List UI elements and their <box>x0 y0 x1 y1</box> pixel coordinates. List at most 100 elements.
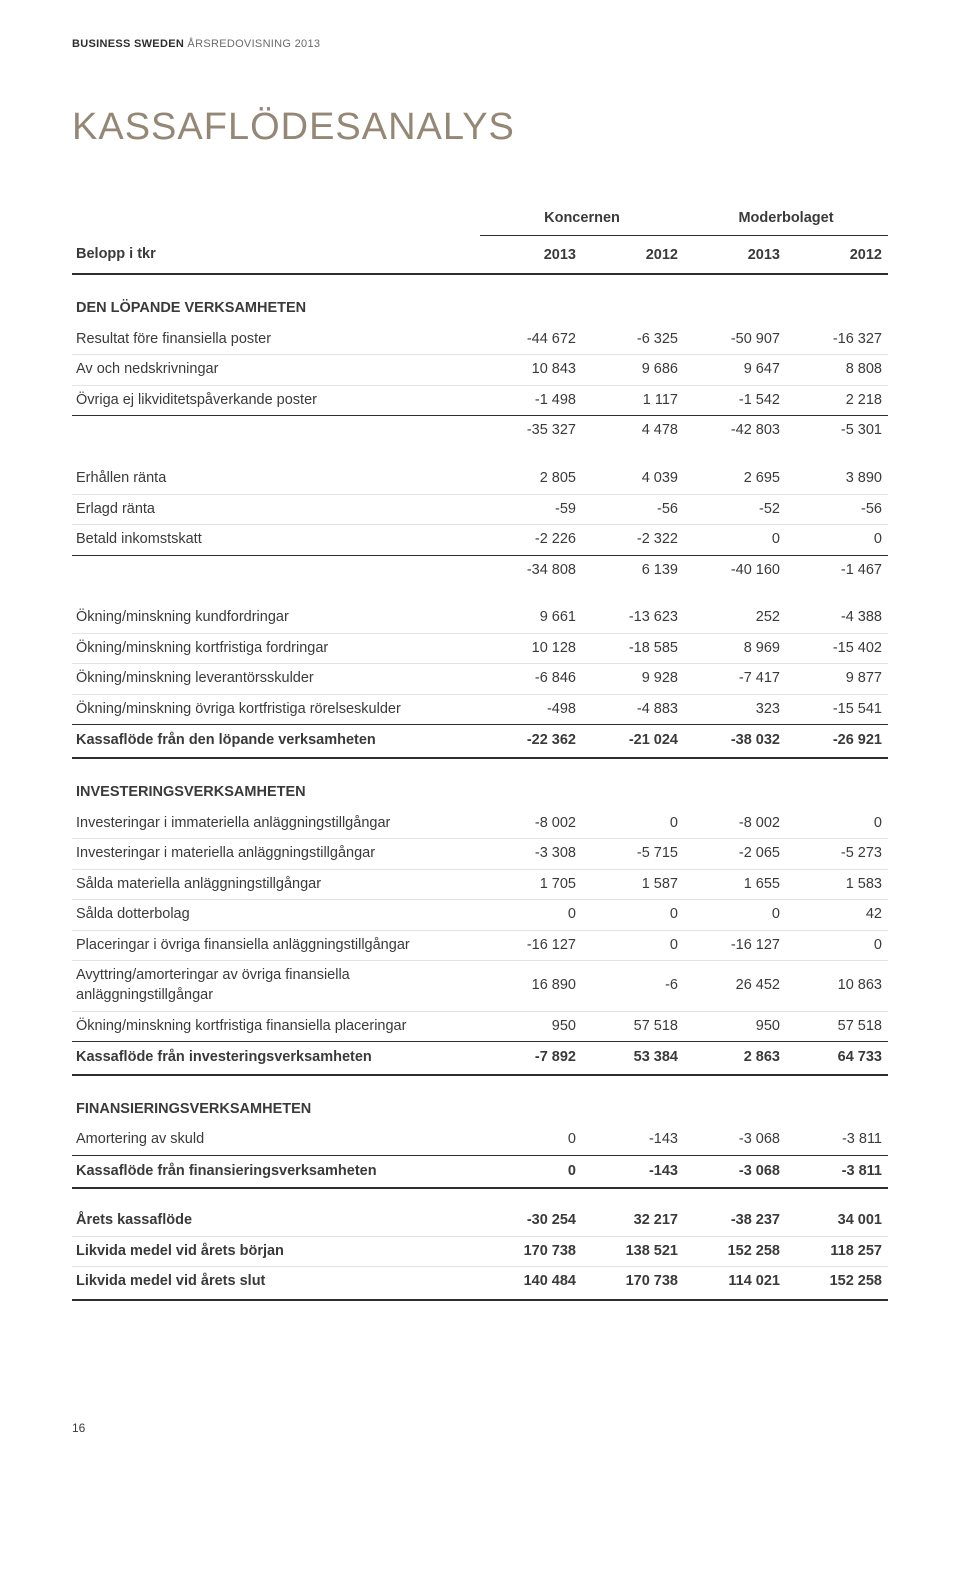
cell-value: 2 863 <box>684 1042 786 1075</box>
cell-value: -40 160 <box>684 555 786 585</box>
page-number: 16 <box>72 1421 888 1435</box>
running-head-rest: ÅRSREDOVISNING 2013 <box>184 38 320 50</box>
row-label: Kassaflöde från investeringsverksamheten <box>72 1042 480 1075</box>
cell-value: -3 811 <box>786 1125 888 1155</box>
cell-value: -4 388 <box>786 603 888 633</box>
cell-value: 53 384 <box>582 1042 684 1075</box>
cell-value: -1 542 <box>684 385 786 416</box>
cell-value: 8 808 <box>786 355 888 386</box>
row-label: Av och nedskrivningar <box>72 355 480 386</box>
row-label: Erhållen ränta <box>72 464 480 494</box>
section-title: DEN LÖPANDE VERKSAMHETEN <box>72 274 888 325</box>
cell-value: 9 661 <box>480 603 582 633</box>
spacer-row <box>72 585 888 603</box>
table-row: Investeringar i immateriella anläggnings… <box>72 809 888 839</box>
cell-value: -30 254 <box>480 1206 582 1236</box>
cell-value: 10 843 <box>480 355 582 386</box>
cell-value: -7 892 <box>480 1042 582 1075</box>
row-label: Kassaflöde från finansieringsverksamhete… <box>72 1155 480 1188</box>
cell-value: -2 322 <box>582 525 684 556</box>
cell-value: 1 117 <box>582 385 684 416</box>
cell-value: 2 695 <box>684 464 786 494</box>
cell-value: 10 863 <box>786 961 888 1011</box>
spacer-row <box>72 1188 888 1206</box>
table-row: Amortering av skuld0-143-3 068-3 811 <box>72 1125 888 1155</box>
cell-value: -5 715 <box>582 839 684 870</box>
row-label: Ökning/minskning kortfristiga finansiell… <box>72 1011 480 1042</box>
row-label: Ökning/minskning kundfordringar <box>72 603 480 633</box>
cell-value: -3 811 <box>786 1155 888 1188</box>
cell-value: 3 890 <box>786 464 888 494</box>
table-year-header: Belopp i tkr 2013 2012 2013 2012 <box>72 235 888 274</box>
cell-value: 10 128 <box>480 633 582 664</box>
cell-value: 1 587 <box>582 869 684 900</box>
cell-value: 950 <box>684 1011 786 1042</box>
cell-value: -22 362 <box>480 725 582 758</box>
cell-value: 4 478 <box>582 416 684 446</box>
cell-value: -15 402 <box>786 633 888 664</box>
cell-value: -143 <box>582 1125 684 1155</box>
cell-value: -498 <box>480 694 582 725</box>
cell-value: -16 327 <box>786 325 888 355</box>
cell-value: -59 <box>480 494 582 525</box>
page-title: KASSAFLÖDESANALYS <box>72 106 888 149</box>
row-label: Årets kassaflöde <box>72 1206 480 1236</box>
section-heading: DEN LÖPANDE VERKSAMHETEN <box>72 274 888 325</box>
cell-value: 0 <box>684 525 786 556</box>
row-label <box>72 416 480 446</box>
cell-value: 114 021 <box>684 1267 786 1300</box>
row-label <box>72 555 480 585</box>
row-label: Investeringar i immateriella anläggnings… <box>72 809 480 839</box>
section-heading: FINANSIERINGSVERKSAMHETEN <box>72 1075 888 1126</box>
row-label: Likvida medel vid årets slut <box>72 1267 480 1300</box>
row-label: Investeringar i materiella anläggningsti… <box>72 839 480 870</box>
cell-value: 32 217 <box>582 1206 684 1236</box>
cell-value: -13 623 <box>582 603 684 633</box>
cell-value: -16 127 <box>684 930 786 961</box>
cell-value: -56 <box>786 494 888 525</box>
running-head: BUSINESS SWEDEN ÅRSREDOVISNING 2013 <box>72 38 888 50</box>
cell-value: 152 258 <box>684 1236 786 1267</box>
cell-value: -3 308 <box>480 839 582 870</box>
cell-value: 170 738 <box>480 1236 582 1267</box>
cell-value: 0 <box>480 1125 582 1155</box>
cell-value: 0 <box>582 930 684 961</box>
header-year: 2013 <box>684 235 786 274</box>
cell-value: -6 <box>582 961 684 1011</box>
cell-value: 140 484 <box>480 1267 582 1300</box>
cell-value: 0 <box>480 900 582 931</box>
cell-value: -26 921 <box>786 725 888 758</box>
header-year: 2012 <box>786 235 888 274</box>
table-row: Erhållen ränta2 8054 0392 6953 890 <box>72 464 888 494</box>
header-year: 2013 <box>480 235 582 274</box>
row-label: Sålda materiella anläggningstillgångar <box>72 869 480 900</box>
cell-value: -1 467 <box>786 555 888 585</box>
section-title: INVESTERINGSVERKSAMHETEN <box>72 758 888 809</box>
row-label: Avyttring/amorteringar av övriga finansi… <box>72 961 480 1011</box>
cell-value: 0 <box>480 1155 582 1188</box>
cell-value: -42 803 <box>684 416 786 446</box>
cell-value: 118 257 <box>786 1236 888 1267</box>
cell-value: -52 <box>684 494 786 525</box>
cell-value: -5 301 <box>786 416 888 446</box>
cell-value: 1 705 <box>480 869 582 900</box>
cell-value: 6 139 <box>582 555 684 585</box>
document-page: BUSINESS SWEDEN ÅRSREDOVISNING 2013 KASS… <box>0 0 960 1475</box>
cell-value: -3 068 <box>684 1155 786 1188</box>
cell-value: -50 907 <box>684 325 786 355</box>
table-row: Likvida medel vid årets slut140 484170 7… <box>72 1267 888 1300</box>
cell-value: 0 <box>582 809 684 839</box>
row-label: Erlagd ränta <box>72 494 480 525</box>
row-label: Resultat före finansiella poster <box>72 325 480 355</box>
table-row: Betald inkomstskatt-2 226-2 32200 <box>72 525 888 556</box>
cell-value: -38 032 <box>684 725 786 758</box>
cell-value: 34 001 <box>786 1206 888 1236</box>
cell-value: 1 583 <box>786 869 888 900</box>
row-label: Kassaflöde från den löpande verksamheten <box>72 725 480 758</box>
cell-value: 152 258 <box>786 1267 888 1300</box>
cell-value: 0 <box>786 525 888 556</box>
cell-value: -7 417 <box>684 664 786 695</box>
cell-value: 42 <box>786 900 888 931</box>
cell-value: -4 883 <box>582 694 684 725</box>
table-row: Årets kassaflöde-30 25432 217-38 23734 0… <box>72 1206 888 1236</box>
